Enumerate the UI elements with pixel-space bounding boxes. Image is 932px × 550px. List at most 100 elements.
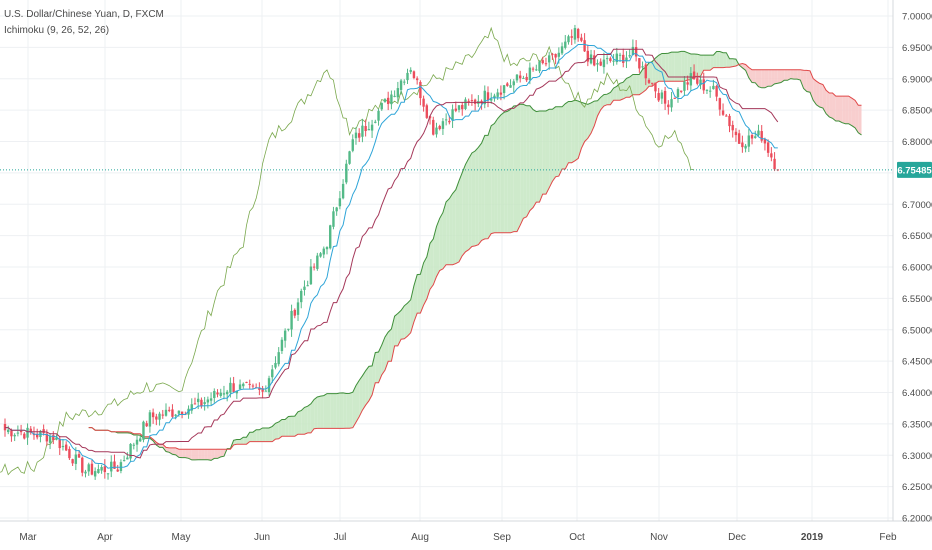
cloud-bull-segment xyxy=(481,135,485,241)
candle xyxy=(699,75,702,90)
candle-body xyxy=(383,99,387,102)
time-axis: Mar Apr May Jun Jul Aug Sep Oct Nov Dec 2019 Feb xyxy=(19,532,897,543)
candle-body xyxy=(641,66,644,68)
candle-body xyxy=(715,85,718,97)
last-price-tag-bg xyxy=(897,161,932,178)
cloud-bull-segment xyxy=(301,407,305,435)
cloud-bull-segment xyxy=(491,123,495,234)
candle-body xyxy=(493,95,496,99)
candle xyxy=(515,73,519,83)
candle-body xyxy=(509,85,512,88)
candle xyxy=(283,328,287,348)
candle-body xyxy=(512,81,515,86)
candle-body xyxy=(245,381,248,383)
cloud-bull-segment xyxy=(291,416,295,437)
candle xyxy=(280,337,284,354)
cloud-bull-segment xyxy=(497,114,501,233)
candle-body xyxy=(535,69,538,71)
cloud-bull-segment xyxy=(723,52,727,68)
candle-body xyxy=(148,412,152,427)
candle-body xyxy=(593,55,596,66)
candle-body xyxy=(10,430,13,437)
cloud-bull-segment xyxy=(571,100,575,163)
cloud-bear-segment xyxy=(761,69,765,88)
candle-body xyxy=(586,50,590,62)
last-price-tag: 6.75485 xyxy=(897,161,932,178)
candle xyxy=(113,454,116,470)
candle-body xyxy=(216,392,219,395)
candle xyxy=(177,410,181,417)
candle xyxy=(129,443,132,461)
candle-body xyxy=(631,46,635,56)
candle-body xyxy=(628,55,631,57)
cloud-bull-segment xyxy=(729,58,733,68)
candle-body xyxy=(547,55,551,63)
candle-body xyxy=(358,133,361,138)
candle xyxy=(683,76,686,97)
candle xyxy=(126,452,129,460)
candles xyxy=(3,24,779,480)
cloud-bull-segment xyxy=(236,439,241,445)
candle-body xyxy=(242,383,245,387)
cloud-bull-segment xyxy=(597,97,601,117)
candle xyxy=(374,119,377,124)
candle-body xyxy=(161,414,164,416)
candle-body xyxy=(496,92,499,97)
candle-body xyxy=(251,385,255,387)
candle xyxy=(251,383,255,390)
candle-body xyxy=(760,131,763,141)
candle xyxy=(377,108,380,126)
cloud-bull-segment xyxy=(288,416,292,437)
candle-body xyxy=(654,82,657,92)
cloud-bull-segment xyxy=(465,158,469,252)
cloud-bull-segment xyxy=(468,152,472,250)
cloud-bull-segment xyxy=(462,164,466,256)
cloud-bear-segment xyxy=(758,69,762,88)
candle xyxy=(763,137,767,151)
candle xyxy=(728,113,731,133)
candle xyxy=(573,24,577,44)
candle-body xyxy=(390,94,393,105)
candle-body xyxy=(16,432,20,434)
candle-body xyxy=(64,444,68,451)
candle-body xyxy=(155,416,158,420)
time-tick-label: Feb xyxy=(879,532,897,543)
candle xyxy=(512,79,515,93)
candle xyxy=(81,456,84,477)
candle xyxy=(770,147,773,162)
candle xyxy=(151,408,155,424)
cloud-bull-segment xyxy=(336,393,340,429)
cloud-bear-segment xyxy=(191,449,195,460)
candle xyxy=(110,455,113,478)
candle xyxy=(567,34,570,45)
candle-body xyxy=(657,93,660,101)
cloud-bear-segment xyxy=(172,447,176,455)
candle-body xyxy=(158,413,161,420)
candle-body xyxy=(174,414,177,416)
cloud-bull-segment xyxy=(529,105,534,211)
cloud-bull-segment xyxy=(549,109,553,188)
candle xyxy=(657,88,660,102)
candle-body xyxy=(670,99,673,108)
candle-body xyxy=(618,54,622,56)
candle-body xyxy=(335,207,338,212)
cloud-bear-segment xyxy=(201,449,205,460)
candle-body xyxy=(757,130,760,136)
cloud-bull-segment xyxy=(249,432,253,442)
cloud-bull-segment xyxy=(694,53,698,77)
candle-body xyxy=(238,384,242,390)
tenkan-sen-line xyxy=(5,43,778,469)
candle xyxy=(564,35,567,50)
cloud-bear-segment xyxy=(842,96,846,124)
candle-body xyxy=(90,463,94,475)
candle xyxy=(354,127,358,145)
cloud-bull-segment xyxy=(652,58,656,87)
candle-body xyxy=(406,72,409,81)
candle-body xyxy=(222,393,226,395)
candle-body xyxy=(467,100,470,102)
candle-body xyxy=(676,89,680,98)
candle xyxy=(271,364,274,384)
candle xyxy=(535,64,538,71)
candle-body xyxy=(293,309,296,316)
candle xyxy=(689,67,693,92)
